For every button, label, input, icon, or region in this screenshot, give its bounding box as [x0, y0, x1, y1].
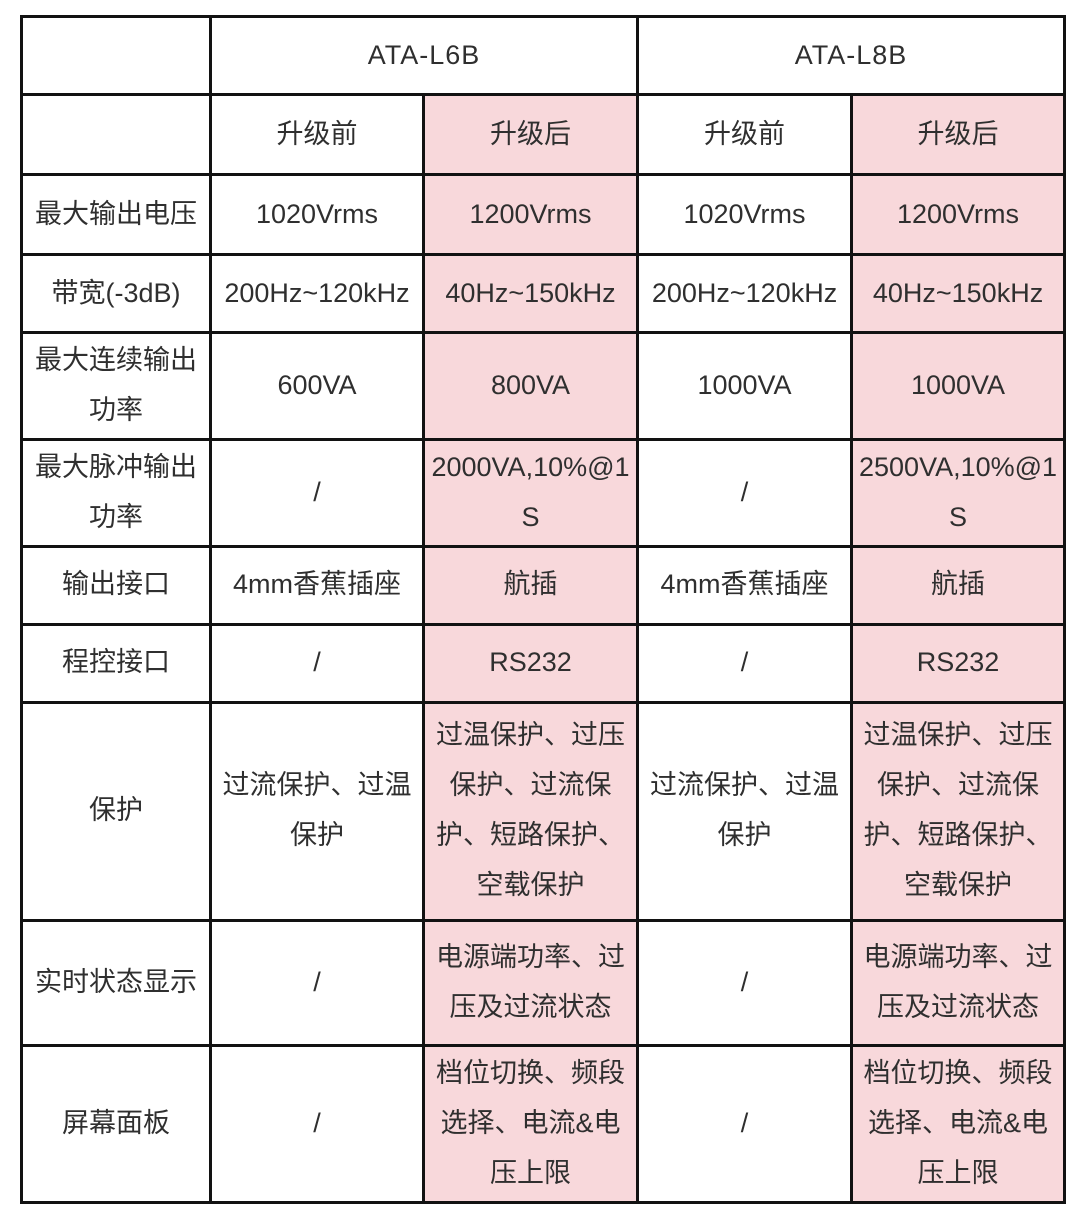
row-label: 保护	[20, 700, 212, 922]
cell-l6b-after: 档位切换、频段选择、电流&电压上限	[421, 1043, 640, 1204]
cell-l8b-before: /	[636, 1043, 854, 1204]
cell-l6b-after: 航插	[421, 544, 640, 626]
subheader-l8b-after: 升级后	[850, 93, 1067, 176]
cell-l8b-before: /	[636, 622, 854, 704]
cell-l6b-before: 1020Vrms	[209, 173, 425, 256]
table-row-max-output-voltage: 最大输出电压 1020Vrms 1200Vrms 1020Vrms 1200Vr…	[20, 173, 1067, 256]
cell-l8b-after: 电源端功率、过压及过流状态	[850, 918, 1067, 1047]
cell-l6b-before: 4mm香蕉插座	[209, 544, 425, 626]
cell-l6b-before: /	[209, 622, 425, 704]
cell-l8b-before: 200Hz~120kHz	[636, 253, 854, 334]
cell-l6b-after: RS232	[421, 622, 640, 704]
cell-l8b-after: 1200Vrms	[850, 173, 1067, 256]
row-label: 最大脉冲输出功率	[20, 437, 212, 548]
row-label: 程控接口	[20, 622, 212, 704]
cell-l8b-before: 1000VA	[636, 331, 854, 441]
cell-l8b-after: 40Hz~150kHz	[850, 253, 1067, 334]
cell-l6b-before: /	[209, 918, 425, 1047]
table-row-program-interface: 程控接口 / RS232 / RS232	[20, 622, 1067, 704]
cell-l6b-after: 2000VA,10%@1S	[421, 437, 640, 548]
table-row-realtime-status: 实时状态显示 / 电源端功率、过压及过流状态 / 电源端功率、过压及过流状态	[20, 918, 1067, 1047]
corner-cell	[20, 15, 212, 96]
cell-l6b-after: 40Hz~150kHz	[421, 253, 640, 334]
cell-l6b-before: /	[209, 1043, 425, 1204]
row-label: 带宽(-3dB)	[20, 253, 212, 334]
cell-l6b-after: 1200Vrms	[421, 173, 640, 256]
cell-l8b-before: /	[636, 918, 854, 1047]
cell-l8b-before: 过流保护、过温保护	[636, 700, 854, 922]
table-row-max-pulse-power: 最大脉冲输出功率 / 2000VA,10%@1S / 2500VA,10%@1S	[20, 437, 1067, 548]
cell-l8b-after: 1000VA	[850, 331, 1067, 441]
comparison-table: ATA-L6B ATA-L8B 升级前 升级后 升级前 升级后 最大输出电压 1…	[20, 15, 1067, 1204]
cell-l6b-before: /	[209, 437, 425, 548]
cell-l6b-before: 200Hz~120kHz	[209, 253, 425, 334]
cell-l8b-after: 档位切换、频段选择、电流&电压上限	[850, 1043, 1067, 1204]
subheader-l6b-before: 升级前	[209, 93, 425, 176]
cell-l6b-after: 800VA	[421, 331, 640, 441]
product-header-row: ATA-L6B ATA-L8B	[20, 15, 1067, 96]
table-row-bandwidth: 带宽(-3dB) 200Hz~120kHz 40Hz~150kHz 200Hz~…	[20, 253, 1067, 334]
cell-l8b-before: /	[636, 437, 854, 548]
row-label: 输出接口	[20, 544, 212, 626]
product-name-l6b: ATA-L6B	[208, 15, 640, 96]
row-label: 屏幕面板	[20, 1043, 212, 1204]
spec-table: ATA-L6B ATA-L8B 升级前 升级后 升级前 升级后 最大输出电压 1…	[20, 15, 1067, 1204]
cell-l8b-after: 过温保护、过压保护、过流保护、短路保护、空载保护	[850, 700, 1067, 922]
row-label: 最大连续输出功率	[20, 331, 212, 441]
table-row-output-interface: 输出接口 4mm香蕉插座 航插 4mm香蕉插座 航插	[20, 544, 1067, 626]
subheader-row: 升级前 升级后 升级前 升级后	[20, 93, 1067, 176]
cell-l8b-before: 4mm香蕉插座	[636, 544, 854, 626]
table-row-max-continuous-power: 最大连续输出功率 600VA 800VA 1000VA 1000VA	[20, 331, 1067, 441]
cell-l8b-after: 航插	[850, 544, 1067, 626]
table-row-protection: 保护 过流保护、过温保护 过温保护、过压保护、过流保护、短路保护、空载保护 过流…	[20, 700, 1067, 922]
cell-l8b-before: 1020Vrms	[636, 173, 854, 256]
cell-l8b-after: 2500VA,10%@1S	[850, 437, 1067, 548]
cell-l6b-before: 600VA	[209, 331, 425, 441]
cell-l8b-after: RS232	[850, 622, 1067, 704]
table-row-screen-panel: 屏幕面板 / 档位切换、频段选择、电流&电压上限 / 档位切换、频段选择、电流&…	[20, 1043, 1067, 1204]
cell-l6b-after: 过温保护、过压保护、过流保护、短路保护、空载保护	[421, 700, 640, 922]
row-label: 最大输出电压	[20, 173, 212, 256]
row-label: 实时状态显示	[20, 918, 212, 1047]
subheader-l8b-before: 升级前	[636, 93, 854, 176]
cell-l6b-after: 电源端功率、过压及过流状态	[421, 918, 640, 1047]
product-name-l8b: ATA-L8B	[636, 15, 1067, 96]
cell-l6b-before: 过流保护、过温保护	[209, 700, 425, 922]
corner-cell-2	[20, 93, 212, 176]
subheader-l6b-after: 升级后	[421, 93, 640, 176]
